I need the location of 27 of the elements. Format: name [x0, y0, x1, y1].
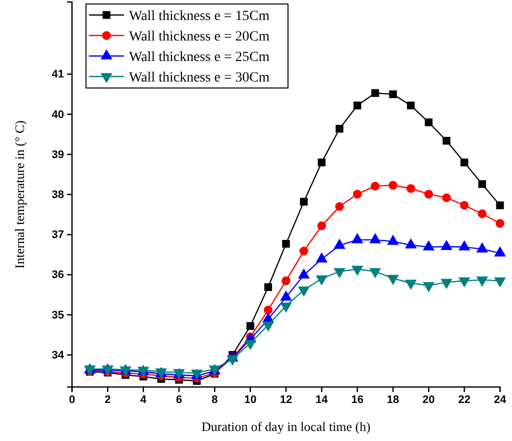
legend-label: Wall thickness e = 25Cm: [129, 50, 270, 65]
y-tick-label: 37: [52, 229, 64, 242]
x-tick-label: 14: [316, 394, 329, 406]
x-tick-label: 22: [458, 394, 470, 406]
legend-label: Wall thickness e = 30Cm: [129, 70, 270, 86]
y-tick-label: 34: [52, 349, 65, 362]
x-tick-label: 12: [280, 394, 292, 406]
y-tick-label: 40: [52, 108, 64, 121]
y-tick-label: 36: [52, 269, 64, 282]
x-tick-label: 4: [140, 394, 148, 406]
x-tick-label: 16: [351, 394, 364, 406]
x-axis-title: Duration of day in local time (h): [202, 419, 370, 434]
y-axis-title: Internal temperature in (° C): [12, 120, 27, 269]
x-tick-label: 0: [68, 394, 76, 406]
x-tick-label: 20: [422, 394, 435, 406]
y-tick-label: 35: [52, 309, 64, 322]
x-tick-label: 2: [104, 394, 111, 406]
x-tick-label: 8: [212, 394, 218, 406]
y-tick-label: 39: [52, 148, 64, 161]
legend-label: Wall thickness e = 15Cm: [129, 9, 270, 24]
legend-label: Wall thickness e = 20Cm: [129, 30, 270, 44]
x-tick-label: 18: [386, 394, 400, 406]
x-tick-label: 24: [494, 394, 507, 406]
x-tick-label: 6: [176, 394, 182, 406]
y-tick-label: 41: [52, 68, 64, 81]
x-tick-label: 10: [244, 394, 256, 406]
y-tick-label: 38: [52, 189, 64, 202]
